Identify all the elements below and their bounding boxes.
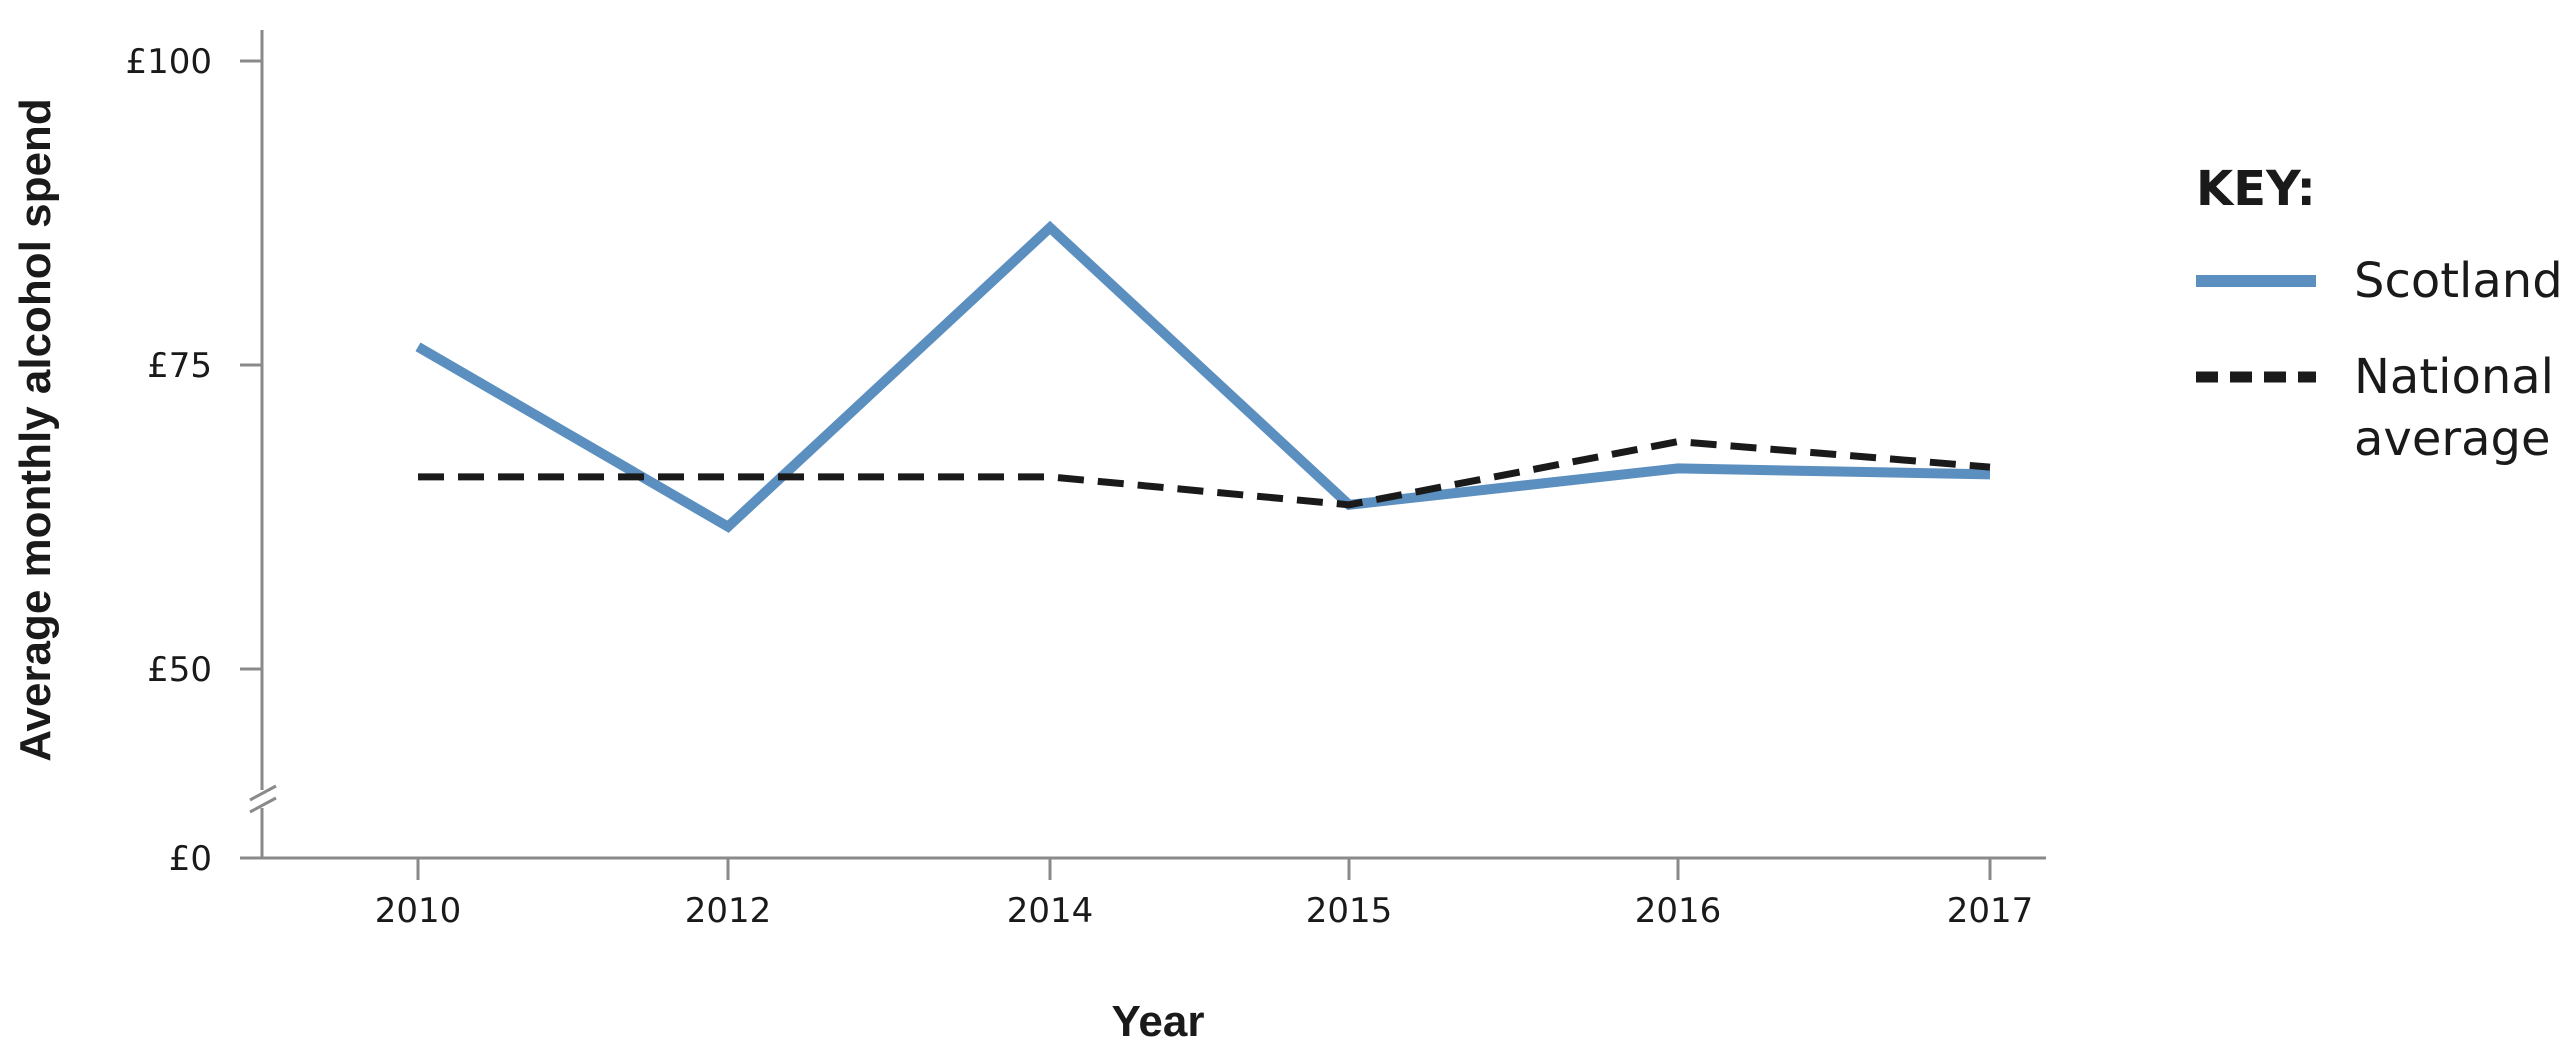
x-axis-ticks: 2010 2012 2014 2015 2016 2017: [375, 858, 2034, 931]
y-axis-break-mark-lower: [249, 796, 277, 814]
series-layer: [415, 220, 1991, 533]
axes: [240, 30, 2046, 860]
x-tick-label: 2010: [375, 891, 462, 931]
x-tick-label: 2017: [1947, 891, 2034, 931]
x-tick-label: 2015: [1306, 891, 1393, 931]
y-axis-title: Average monthly alcohol spend: [11, 98, 60, 761]
legend-title: KEY:: [2196, 161, 2316, 217]
series-line-national-average: [418, 438, 1991, 509]
legend: KEY: Scotland National average: [2196, 161, 2564, 467]
y-axis-break-mark-upper: [249, 784, 277, 802]
x-tick-label: 2014: [1007, 891, 1094, 931]
y-tick-label: £100: [125, 42, 212, 82]
y-tick-label: £50: [147, 650, 212, 690]
legend-title-text: KEY: [2196, 161, 2302, 217]
x-tick-label: 2016: [1635, 891, 1722, 931]
legend-label-national-average-line-2: average: [2354, 411, 2551, 467]
legend-label-national-average: National average: [2354, 349, 2564, 467]
legend-label-scotland: Scotland: [2354, 253, 2563, 309]
legend-title-colon: :: [2297, 161, 2316, 217]
y-tick-label: £75: [147, 346, 212, 386]
y-axis-ticks: £100 £75 £50 £0: [125, 42, 262, 879]
x-tick-label: 2012: [685, 891, 772, 931]
legend-label-national-average-line-1: National: [2354, 349, 2554, 405]
y-tick-label: £0: [169, 839, 212, 879]
series-line-scotland: [415, 220, 1991, 533]
x-axis-title: Year: [1112, 997, 1205, 1046]
